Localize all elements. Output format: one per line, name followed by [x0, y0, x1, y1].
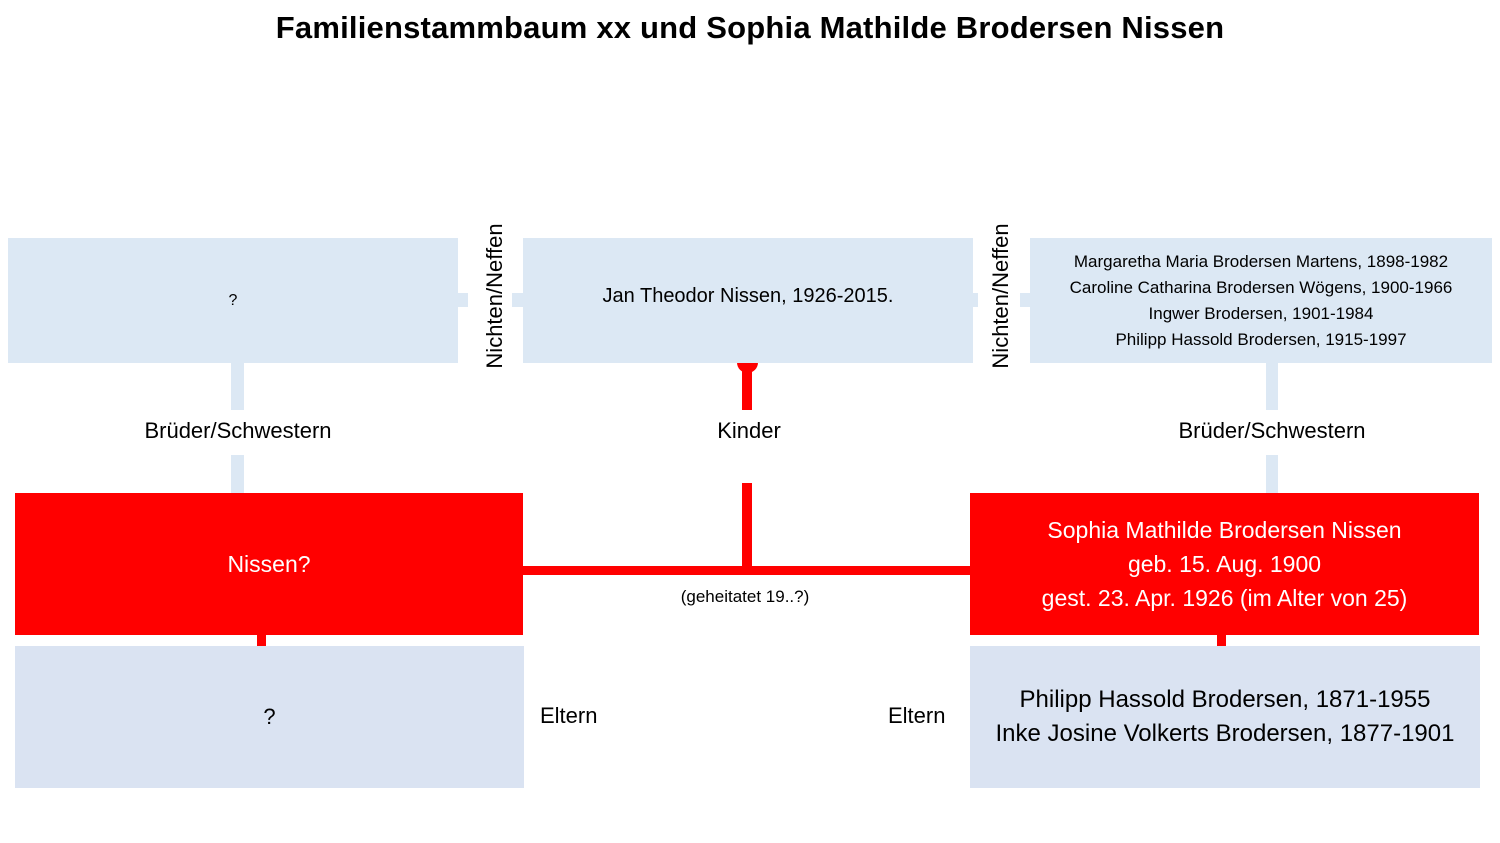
parents-label-left: Eltern [540, 703, 598, 728]
siblings-label-right: Brüder/Schwestern [1178, 418, 1366, 443]
children-line-lower [742, 483, 752, 568]
right-sibling-2: Caroline Catharina Brodersen Wögens, 190… [1069, 277, 1453, 297]
parents-right-box: Philipp Hassold Brodersen, 1871-1955 Ink… [970, 646, 1480, 788]
children-line-upper [742, 365, 752, 410]
parents-left-box: ? [15, 646, 524, 788]
parents-label-right: Eltern [888, 703, 946, 728]
left-siblings-connector-bottom [231, 455, 244, 495]
nieces-connector-left-a [456, 293, 468, 307]
nieces-nephews-label-left: Nichten/Neffen [482, 223, 507, 369]
marriage-line [522, 566, 972, 575]
nieces-connector-right-b [1020, 293, 1032, 307]
right-sibling-3: Ingwer Brodersen, 1901-1984 [1148, 303, 1374, 323]
page-title: Familienstammbaum xx und Sophia Mathilde… [275, 10, 1225, 45]
spouse-right-birth: geb. 15. Aug. 1900 [1127, 551, 1322, 577]
parent-mother: Inke Josine Volkerts Brodersen, 1877-190… [995, 720, 1455, 747]
left-nieces-nephews-box: ? [8, 238, 458, 363]
right-sibling-1: Margaretha Maria Brodersen Martens, 1898… [1073, 251, 1449, 271]
parents-left-text: ? [263, 704, 276, 729]
left-siblings-connector-top [231, 362, 244, 410]
spouse-left-box: Nissen? [15, 493, 523, 635]
children-box: Jan Theodor Nissen, 1926-2015. [523, 238, 973, 363]
right-sibling-4: Philipp Hassold Brodersen, 1915-1997 [1115, 329, 1407, 349]
left-parents-stem [257, 633, 266, 647]
children-label: Kinder [717, 418, 781, 443]
marriage-label: (geheitatet 19..?) [680, 587, 810, 606]
right-siblings-connector-top [1266, 362, 1278, 410]
nieces-nephews-label-right: Nichten/Neffen [988, 223, 1013, 369]
spouse-right-death: gest. 23. Apr. 1926 (im Alter von 25) [1041, 585, 1408, 611]
siblings-label-left: Brüder/Schwestern [144, 418, 332, 443]
spouse-right-name: Sophia Mathilde Brodersen Nissen [1047, 517, 1402, 543]
right-siblings-connector-bottom [1266, 455, 1278, 495]
spouse-left-name: Nissen? [227, 550, 311, 577]
right-nieces-nephews-box: Margaretha Maria Brodersen Martens, 1898… [1030, 238, 1492, 363]
children-box-text: Jan Theodor Nissen, 1926-2015. [602, 285, 894, 307]
parent-father: Philipp Hassold Brodersen, 1871-1955 [1019, 686, 1431, 713]
nieces-connector-right-a [970, 293, 978, 307]
nieces-connector-left-b [512, 293, 525, 307]
right-parents-stem [1217, 633, 1226, 647]
left-nieces-nephews-text: ? [228, 291, 238, 309]
spouse-right-box: Sophia Mathilde Brodersen Nissen geb. 15… [970, 493, 1479, 635]
